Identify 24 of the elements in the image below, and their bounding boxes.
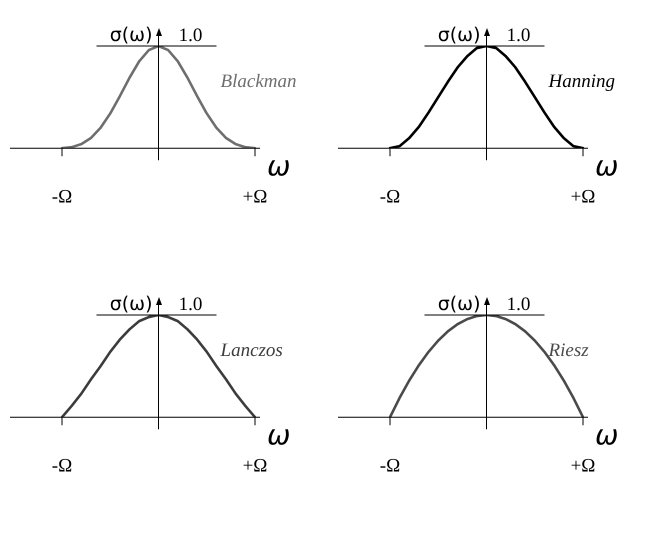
x-tick-label: +Ω: [242, 456, 268, 477]
x-tick-label: -Ω: [52, 456, 72, 477]
x-tick-label: +Ω: [570, 456, 596, 477]
y-axis-title: σ(ω): [110, 24, 152, 46]
x-tick-label: +Ω: [242, 186, 268, 208]
y-axis-title: σ(ω): [438, 24, 480, 46]
y-axis-title: σ(ω): [438, 293, 480, 315]
series-label: Lanczos: [220, 340, 283, 361]
series-label: Hanning: [548, 70, 615, 92]
x-axis-title: ω: [595, 418, 618, 452]
x-tick-label: +Ω: [570, 186, 596, 208]
series-label: Blackman: [220, 70, 296, 92]
annotation: 1.0: [506, 294, 530, 315]
x-axis-title: ω: [595, 149, 618, 182]
x-tick-label: -Ω: [380, 186, 400, 208]
annotation: 1.0: [506, 25, 530, 46]
y-axis-title: σ(ω): [110, 293, 152, 315]
x-tick-label: -Ω: [380, 456, 400, 477]
x-tick-label: -Ω: [52, 186, 72, 208]
series-label: Riesz: [548, 340, 590, 361]
x-axis-title: ω: [267, 149, 290, 182]
x-axis-title: ω: [267, 418, 290, 452]
annotation: 1.0: [178, 25, 202, 46]
annotation: 1.0: [178, 294, 202, 315]
